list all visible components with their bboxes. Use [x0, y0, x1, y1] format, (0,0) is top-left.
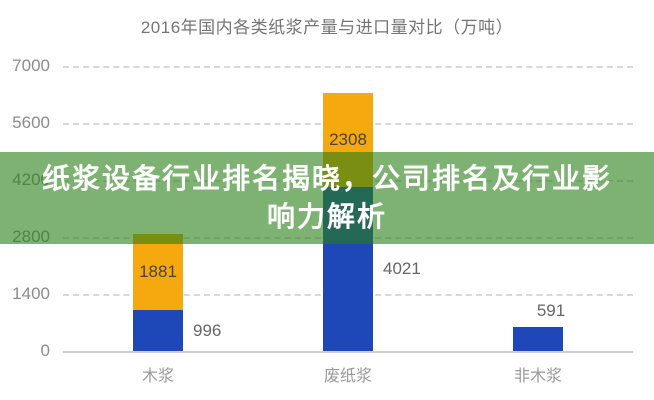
chart-title: 2016年国内各类纸浆产量与进口量对比（万吨）: [140, 18, 514, 37]
y-tick-label: 1400: [12, 284, 50, 303]
bar-segment-产量-木浆: [133, 310, 183, 351]
bar-segment-进口量-木浆: [133, 233, 183, 311]
value-label-进口量-废纸浆: 2308: [329, 130, 367, 150]
bar-segment-产量-非木浆: [513, 326, 563, 351]
x-axis-label-木浆: 木浆: [141, 368, 174, 385]
value-label-进口量-木浆: 1881: [139, 262, 177, 282]
value-label-产量-非木浆: 591: [536, 300, 566, 320]
overlay-text-line-1: 纸浆设备行业排名揭晓，公司排名及行业影: [41, 163, 612, 194]
overlay-text-line-2: 响力解析: [266, 201, 387, 232]
value-label-产量-废纸浆: 4021: [383, 259, 421, 279]
overlay-banner: 纸浆设备行业排名揭晓，公司排名及行业影 响力解析: [0, 152, 654, 244]
y-tick-label: 5600: [12, 113, 50, 132]
y-tick-label: 7000: [12, 56, 50, 75]
x-axis-label-废纸浆: 废纸浆: [323, 368, 372, 385]
x-axis-label-非木浆: 非木浆: [513, 368, 562, 385]
y-tick-label: 0: [40, 341, 50, 360]
x-axis-line: [63, 351, 633, 353]
value-label-产量-木浆: 996: [193, 320, 222, 340]
gridline: [63, 66, 633, 68]
